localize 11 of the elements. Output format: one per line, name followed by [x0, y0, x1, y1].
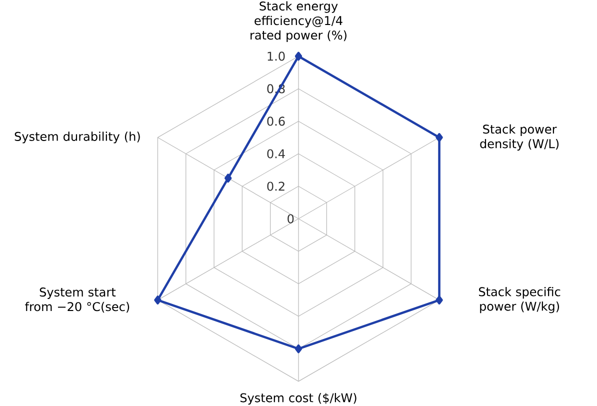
spoke-label: Stack power density (W/L) — [480, 124, 559, 151]
y-tick-label: 0.6 — [267, 116, 285, 126]
spoke-label: System durability (h) — [14, 132, 140, 144]
y-tick-label: 0 — [288, 214, 294, 224]
spoke-label: Stack specific power (W/kg) — [478, 287, 560, 314]
spoke-label: Stack energy efficiency@1/4 rated power (%) — [250, 1, 346, 42]
y-tick-label: 1.0 — [268, 52, 285, 61]
y-tick-label: 0.4 — [267, 149, 285, 158]
spoke-label: System start from −20 °C(sec) — [25, 288, 130, 313]
y-tick-label: 0.2 — [267, 182, 284, 191]
spoke-label: System cost ($/kW) — [240, 393, 356, 405]
